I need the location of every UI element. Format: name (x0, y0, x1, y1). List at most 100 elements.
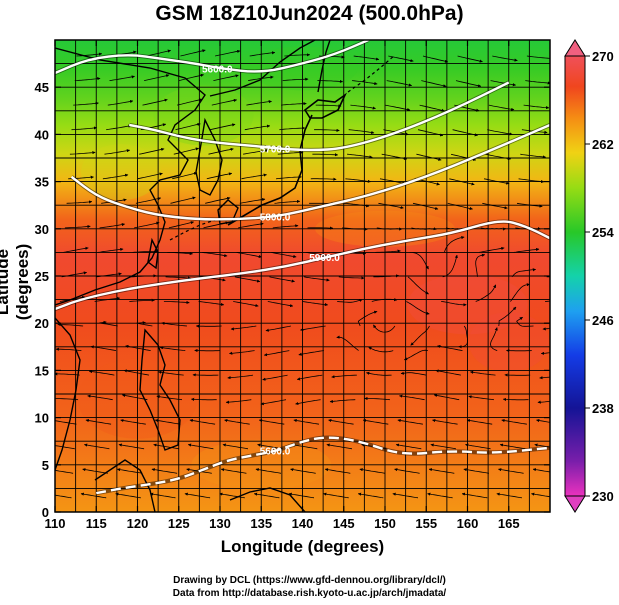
streamline (180, 49, 206, 57)
streamline (331, 374, 357, 379)
streamline (222, 443, 249, 450)
streamline (336, 335, 359, 351)
streamline (57, 322, 84, 327)
streamline (135, 197, 162, 204)
streamline (416, 153, 442, 161)
streamline (265, 325, 291, 332)
wind-streamlines (55, 49, 550, 499)
streamline (388, 55, 414, 63)
x-tick-label: 130 (209, 516, 231, 531)
streamline (246, 100, 272, 106)
colorbar-max-triangle (564, 39, 586, 57)
streamline (159, 346, 186, 351)
streamline (347, 153, 373, 159)
x-tick-label: 140 (292, 516, 314, 531)
streamline (213, 74, 239, 81)
streamline (329, 399, 356, 404)
colorbar-tick-label: 270 (592, 49, 614, 64)
streamline (520, 153, 546, 159)
contour-line (55, 40, 369, 75)
streamline (282, 77, 309, 81)
streamline (156, 395, 183, 401)
korea-peninsula (195, 117, 223, 196)
streamline (120, 419, 146, 425)
streamline (187, 443, 214, 450)
streamline (435, 369, 461, 376)
y-tick-label: 10 (35, 411, 49, 426)
streamline (489, 327, 498, 351)
streamline (55, 494, 72, 499)
streamline (262, 374, 288, 381)
kuril-islands (347, 54, 396, 93)
china-coast (55, 47, 206, 306)
streamline (427, 492, 453, 499)
credit-data-source: Data from http://database.rish.kyoto-u.a… (172, 588, 447, 599)
streamline (215, 49, 241, 57)
streamline (230, 325, 257, 331)
streamline (210, 123, 236, 131)
streamline (461, 492, 488, 499)
streamline (189, 419, 216, 425)
streamline (293, 419, 320, 425)
contour-label: 5900.0 (309, 253, 340, 264)
streamline (239, 197, 266, 204)
streamline (323, 492, 349, 499)
streamline (115, 492, 141, 499)
streamline (55, 445, 75, 450)
streamline (373, 324, 396, 333)
streamline (206, 172, 233, 180)
streamline (487, 129, 513, 136)
streamline (328, 419, 354, 425)
streamline (478, 246, 505, 253)
x-tick-label: 125 (168, 516, 190, 531)
streamline (172, 171, 198, 180)
streamline (368, 346, 394, 353)
streamline (279, 126, 306, 131)
streamline (357, 310, 378, 327)
x-tick-label: 115 (86, 516, 107, 531)
streamline (353, 55, 380, 61)
streamline (55, 469, 74, 474)
streamline (291, 443, 318, 450)
streamline (249, 51, 276, 57)
y-tick-label: 15 (35, 363, 49, 378)
colorbar: 230 238 246 254 262 270 (564, 39, 614, 513)
streamline (55, 397, 79, 401)
streamline (395, 443, 422, 450)
streamline (59, 295, 86, 302)
streamline (64, 224, 91, 229)
streamline (82, 468, 108, 474)
streamline (55, 347, 82, 351)
streamline (338, 276, 365, 280)
streamline (177, 98, 203, 106)
streamline (419, 104, 445, 112)
streamline (253, 492, 280, 499)
credit-dcl: Drawing by DCL (https://www.gfd-dennou.o… (173, 575, 446, 586)
y-tick-label: 20 (35, 316, 49, 331)
x-tick-label: 165 (498, 516, 520, 531)
streamline (399, 394, 425, 401)
streamline (276, 175, 302, 180)
x-tick-label: 110 (45, 516, 66, 531)
streamline (300, 325, 326, 332)
height-contours: 5600.0 5900.0 5800.0 5700.0 5600.0 (55, 40, 550, 496)
streamline (526, 55, 550, 60)
streamline (184, 492, 211, 499)
streamline (404, 349, 428, 361)
streamline (298, 350, 324, 356)
x-tick-label: 145 (333, 516, 355, 531)
streamline (192, 373, 219, 377)
streamline (134, 221, 160, 229)
streamline (513, 247, 540, 253)
streamline (175, 122, 201, 131)
streamline (457, 55, 483, 63)
streamline (263, 350, 290, 357)
streamline (234, 276, 261, 283)
streamline (364, 396, 390, 401)
streamline (107, 99, 134, 106)
streamline (304, 276, 330, 282)
streamline (362, 419, 389, 425)
streamline (168, 221, 195, 229)
x-tick-label: 150 (374, 516, 396, 531)
contour-label: 5600.0 (202, 64, 233, 75)
